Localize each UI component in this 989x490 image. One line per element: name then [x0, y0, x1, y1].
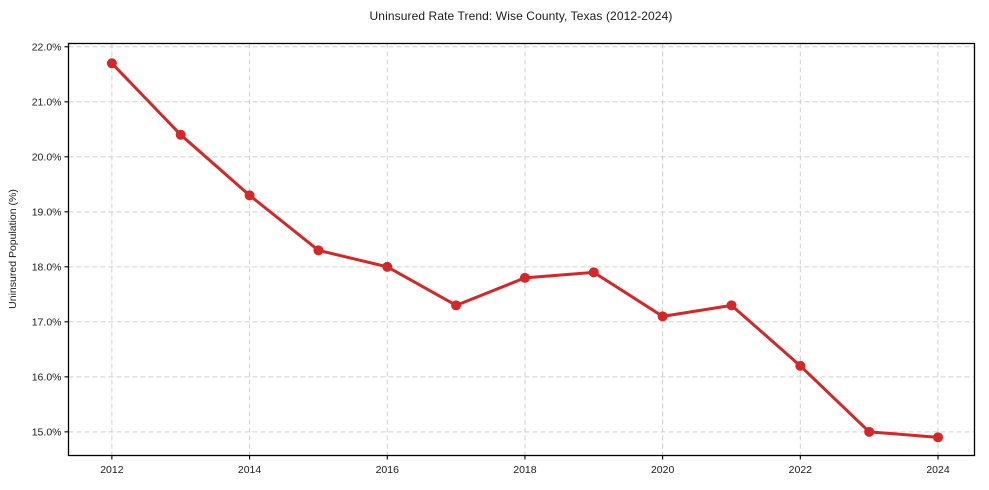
data-point-marker [382, 261, 393, 272]
x-tick-label: 2022 [789, 464, 813, 476]
x-tick-label: 2020 [651, 464, 675, 476]
data-point-marker [588, 267, 599, 278]
data-point-marker [106, 58, 117, 69]
y-tick-label: 22.0% [32, 41, 62, 53]
y-tick-label: 18.0% [32, 261, 62, 273]
y-tick-label: 19.0% [32, 206, 62, 218]
x-tick-label: 2012 [100, 464, 124, 476]
x-tick-label: 2018 [513, 464, 537, 476]
data-point-marker [244, 190, 255, 201]
chart-title: Uninsured Rate Trend: Wise County, Texas… [369, 9, 673, 23]
data-point-marker [519, 272, 530, 283]
data-point-marker [795, 360, 806, 371]
data-point-marker [933, 432, 944, 443]
data-point-marker [313, 245, 324, 256]
x-tick-label: 2024 [926, 464, 950, 476]
x-tick-label: 2014 [238, 464, 262, 476]
data-point-marker [451, 300, 462, 311]
data-point-marker [726, 300, 737, 311]
data-point-marker [657, 311, 668, 322]
data-point-marker [175, 129, 186, 140]
y-tick-label: 16.0% [32, 371, 62, 383]
data-point-marker [864, 426, 875, 437]
plot-frame [67, 42, 976, 457]
x-tick-label: 2016 [376, 464, 400, 476]
y-tick-label: 20.0% [32, 151, 62, 163]
y-tick-label: 15.0% [32, 426, 62, 438]
y-tick-label: 21.0% [32, 96, 62, 108]
y-tick-label: 17.0% [32, 316, 62, 328]
